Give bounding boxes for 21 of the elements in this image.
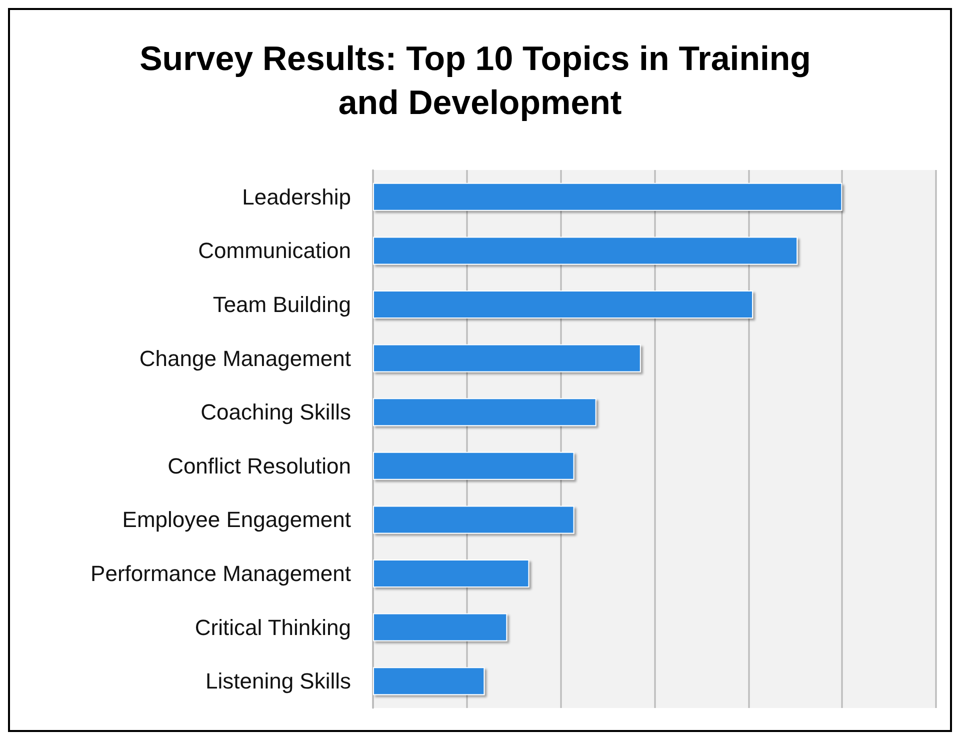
bar (373, 290, 754, 318)
bar (373, 667, 485, 696)
bar (373, 560, 530, 588)
bar (373, 452, 574, 480)
y-tick-label: Team Building (212, 292, 351, 317)
chart-title: Survey Results: Top 10 Topics in Training and Development (140, 40, 820, 122)
y-tick-label: Employee Engagement (122, 507, 351, 532)
bar (373, 344, 641, 372)
y-tick-label: Leadership (242, 184, 351, 210)
bar (373, 506, 574, 534)
bar (373, 182, 842, 211)
y-tick-label: Listening Skills (205, 668, 351, 694)
bar (373, 613, 508, 642)
bar (373, 236, 798, 265)
y-tick-label: Coaching Skills (200, 400, 351, 425)
y-tick-label: Change Management (139, 346, 351, 371)
bar (373, 398, 596, 426)
y-tick-label: Communication (198, 238, 351, 264)
y-tick-label: Critical Thinking (194, 614, 351, 640)
y-tick-label: Performance Management (90, 561, 351, 586)
y-tick-label: Conflict Resolution (168, 453, 351, 478)
